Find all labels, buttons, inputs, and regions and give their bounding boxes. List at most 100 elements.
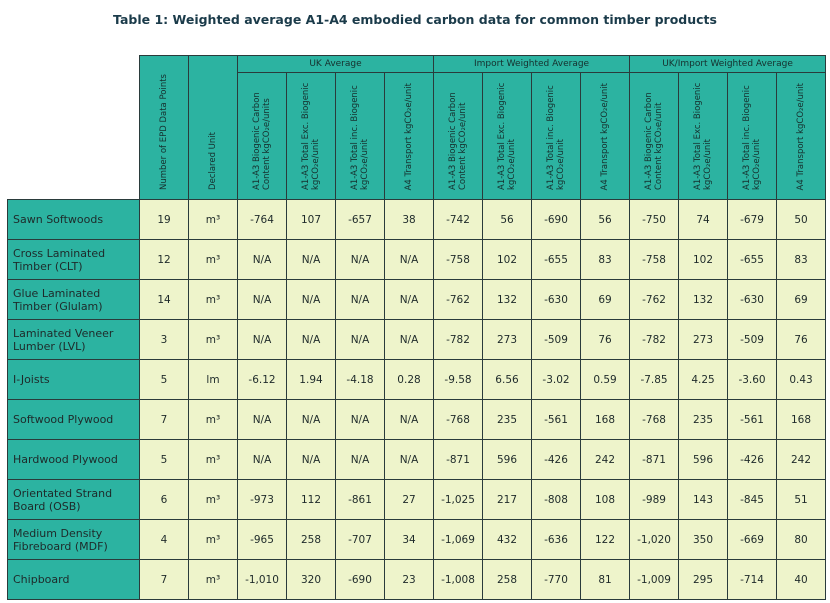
table-cell: -509	[727, 319, 778, 360]
table-cell: m³	[188, 239, 238, 280]
table-cell: N/A	[335, 239, 385, 280]
table-cell: -782	[629, 319, 680, 360]
table-cell: -768	[433, 399, 483, 440]
table-cell: N/A	[237, 319, 287, 360]
row-label: Laminated Veneer Lumber (LVL)	[7, 319, 140, 360]
table-cell: 56	[482, 199, 532, 240]
table-cell: 168	[776, 399, 827, 440]
table-cell: -764	[237, 199, 287, 240]
data-table: Number of EPD Data Points Declared Unit UK…	[7, 55, 827, 600]
column-header-text: A1-A3 Total inc. Biogenic kgCO₂e/unit	[350, 85, 370, 190]
column-header-text: A1-A3 Biogenic Carbon Content kgCO₂e/uni…	[644, 92, 665, 190]
table-cell: -655	[531, 239, 581, 280]
table-cell: -426	[531, 439, 581, 480]
column-header-text: A4 Transport kgCO₂e/unit	[796, 82, 807, 190]
row-label: Softwood Plywood	[7, 399, 140, 440]
table-cell: -690	[335, 559, 385, 600]
row-label: Glue Laminated Timber (Glulam)	[7, 279, 140, 320]
table-cell: 0.59	[579, 359, 631, 400]
table-cell: -1,025	[433, 479, 483, 520]
table-cell: -669	[727, 519, 778, 560]
table-row: Cross Laminated Timber (CLT) 12 m³ N/A N/A N/…	[7, 239, 827, 280]
header-row: A1-A3 Biogenic Carbon Content kgCO₂e/uni…	[8, 72, 827, 200]
header-row: Number of EPD Data Points Declared Unit UK…	[7, 55, 827, 200]
table-cell: -871	[629, 439, 680, 480]
table-cell: 69	[776, 279, 827, 320]
table-cell: -4.18	[335, 359, 385, 400]
table-cell: 51	[776, 479, 827, 520]
table-cell: 50	[776, 199, 827, 240]
table-cell: m³	[188, 399, 238, 440]
column-header-text: Declared Unit	[208, 132, 218, 190]
table-cell: N/A	[286, 319, 336, 360]
table-cell: 83	[579, 239, 631, 280]
table-cell: -636	[531, 519, 581, 560]
table-row: Hardwood Plywood 5 m³ N/A N/A N/A N/A -871 596 -4…	[7, 439, 827, 480]
table-cell: m³	[188, 439, 238, 480]
table-cell: 350	[678, 519, 729, 560]
table-cell: m³	[188, 199, 238, 240]
table-cell: -750	[629, 199, 680, 240]
table-cell: 143	[678, 479, 729, 520]
table-cell: -426	[727, 439, 778, 480]
column-header-text: A4 Transport kgCO₂e/unit	[404, 82, 414, 190]
table-cell: -845	[727, 479, 778, 520]
table-cell: N/A	[237, 439, 287, 480]
table-cell: lm	[188, 359, 238, 400]
row-label: Hardwood Plywood	[7, 439, 140, 480]
table-cell: 235	[482, 399, 532, 440]
column-header: Number of EPD Data Points	[139, 55, 189, 200]
table-cell: -762	[629, 279, 680, 320]
table-cell: 56	[579, 199, 631, 240]
table-cell: -758	[629, 239, 680, 280]
table-cell: 5	[139, 359, 189, 400]
column-header: A1-A3 Biogenic Carbon Content kgCO₂e/uni…	[433, 72, 483, 200]
table-cell: 81	[579, 559, 631, 600]
table-cell: m³	[188, 519, 238, 560]
table-cell: 5	[139, 439, 189, 480]
table-cell: 432	[482, 519, 532, 560]
table-cell: 258	[286, 519, 336, 560]
row-label: Orientated Strand Board (OSB)	[7, 479, 140, 520]
row-label: Chipboard	[7, 559, 140, 600]
table-row: Laminated Veneer Lumber (LVL) 3 m³ N/A N/A N/…	[7, 319, 827, 360]
table-cell: 83	[776, 239, 827, 280]
table-cell: -1,069	[433, 519, 483, 560]
table-cell: 6.56	[482, 359, 532, 400]
column-header: A1-A3 Biogenic Carbon Content kgCO₂e/uni…	[629, 72, 680, 200]
table-cell: m³	[188, 559, 238, 600]
column-header-text: Number of EPD Data Points	[159, 73, 169, 190]
table-cell: 168	[579, 399, 631, 440]
column-header: A1-A3 Total Exc. Biogenic kgCO₂e/unit	[482, 72, 532, 200]
table-cell: 34	[384, 519, 434, 560]
column-header: A1-A3 Total Exc. Biogenic kgCO₂e/unit	[678, 72, 729, 200]
table-cell: N/A	[384, 319, 434, 360]
table-cell: N/A	[286, 439, 336, 480]
table-cell: -861	[335, 479, 385, 520]
table-cell: -1,010	[237, 559, 287, 600]
table-cell: 596	[482, 439, 532, 480]
table-cell: 0.28	[384, 359, 434, 400]
table-cell: 4	[139, 519, 189, 560]
column-header: A4 Transport kgCO₂e/unit	[579, 72, 631, 200]
table-row: Sawn Softwoods 19 m³ -764 107 -657 38 -742 56 -69…	[7, 199, 827, 240]
table-cell: m³	[188, 319, 238, 360]
table-row: Orientated Strand Board (OSB) 6 m³ -973 112-…	[7, 479, 827, 520]
table-cell: -965	[237, 519, 287, 560]
table-cell: 596	[678, 439, 729, 480]
table-cell: -782	[433, 319, 483, 360]
table-cell: N/A	[286, 239, 336, 280]
column-header-text: A1-A3 Biogenic Carbon Content kgCO₂e/uni…	[448, 92, 468, 190]
table-cell: 40	[776, 559, 827, 600]
table-cell: -561	[727, 399, 778, 440]
table-cell: -679	[727, 199, 778, 240]
corner-cell	[7, 55, 140, 200]
table-cell: 107	[286, 199, 336, 240]
table-cell: N/A	[286, 399, 336, 440]
table-cell: 0.43	[776, 359, 827, 400]
table-cell: N/A	[335, 319, 385, 360]
table-cell: m³	[188, 279, 238, 320]
column-header: A1-A3 Total inc. Biogenic kgCO₂e/unit	[727, 72, 778, 200]
table-row: Softwood Plywood 7 m³ N/A N/A N/A N/A -768 235 -5…	[7, 399, 827, 440]
table-body: Sawn Softwoods 19 m³ -764 107 -657 38 -742 56 -69…	[7, 199, 827, 600]
